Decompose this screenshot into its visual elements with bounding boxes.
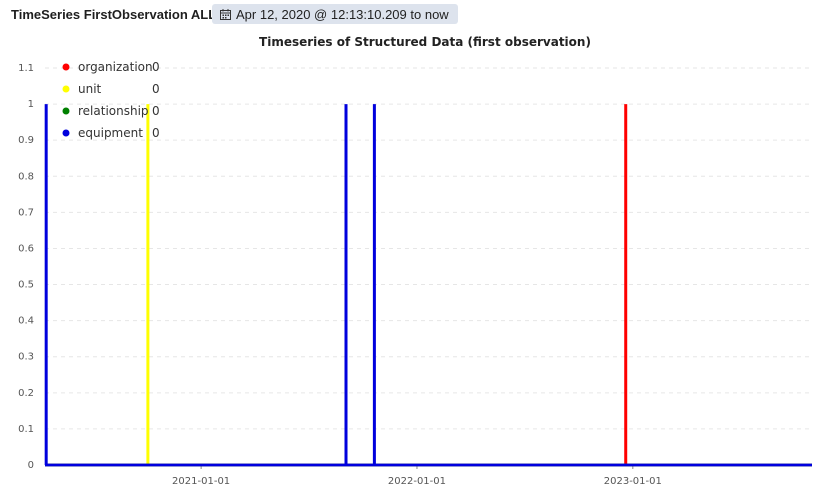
chart-title: Timeseries of Structured Data (first obs…: [259, 35, 591, 49]
y-tick-label: 0.3: [18, 352, 34, 363]
y-tick-label: 0: [28, 460, 34, 471]
calendar-icon: [220, 8, 231, 20]
y-tick-label: 1: [28, 99, 34, 110]
x-tick-label: 2022-01-01: [388, 476, 446, 487]
legend-item-equipment[interactable]: equipment 0: [62, 126, 160, 140]
legend-value: 0: [152, 126, 160, 140]
series-layer: [44, 104, 812, 467]
legend-label: equipment: [78, 126, 143, 140]
y-tick-label: 0.1: [18, 424, 34, 435]
y-tick-label: 0.7: [18, 207, 34, 218]
y-tick-label: 0.9: [18, 135, 34, 146]
legend-value: 0: [152, 82, 160, 96]
y-axis: 0 0.1 0.2 0.3 0.4 0.5 0.6 0.7 0.8 0.9 1 1.1: [18, 63, 34, 471]
legend-item-unit[interactable]: unit 0: [62, 82, 160, 96]
legend-dot: [62, 107, 70, 115]
chart-area: Timeseries of Structured Data (first obs…: [0, 30, 826, 490]
legend-item-organization[interactable]: organization 0: [62, 60, 160, 74]
y-tick-label: 0.2: [18, 388, 34, 399]
y-tick-label: 0.5: [18, 280, 34, 291]
timeseries-chart[interactable]: Timeseries of Structured Data (first obs…: [0, 30, 826, 490]
panel-title: TimeSeries FirstObservation ALL: [11, 7, 217, 22]
legend-label: unit: [78, 82, 102, 96]
legend-dot: [62, 63, 70, 71]
legend-value: 0: [152, 104, 160, 118]
panel-header: TimeSeries FirstObservation ALL Apr 12, …: [0, 0, 826, 30]
time-range-badge[interactable]: Apr 12, 2020 @ 12:13:10.209 to now: [212, 4, 458, 24]
time-range-label: Apr 12, 2020 @ 12:13:10.209 to now: [236, 6, 449, 22]
y-tick-label: 0.8: [18, 171, 34, 182]
y-tick-label: 1.1: [18, 63, 34, 74]
x-tick-label: 2021-01-01: [172, 476, 230, 487]
x-axis: 2021-01-01 2022-01-01 2023-01-01: [45, 464, 812, 487]
legend-item-relationship[interactable]: relationship 0: [62, 104, 160, 118]
y-tick-label: 0.4: [18, 316, 34, 327]
legend-dot: [62, 85, 70, 93]
y-tick-label: 0.6: [18, 243, 34, 254]
legend-value: 0: [152, 60, 160, 74]
legend-label: relationship: [78, 104, 149, 118]
grid-lines: [45, 67, 812, 430]
legend-dot: [62, 129, 70, 137]
legend-label: organization: [78, 60, 153, 74]
x-tick-label: 2023-01-01: [604, 476, 662, 487]
